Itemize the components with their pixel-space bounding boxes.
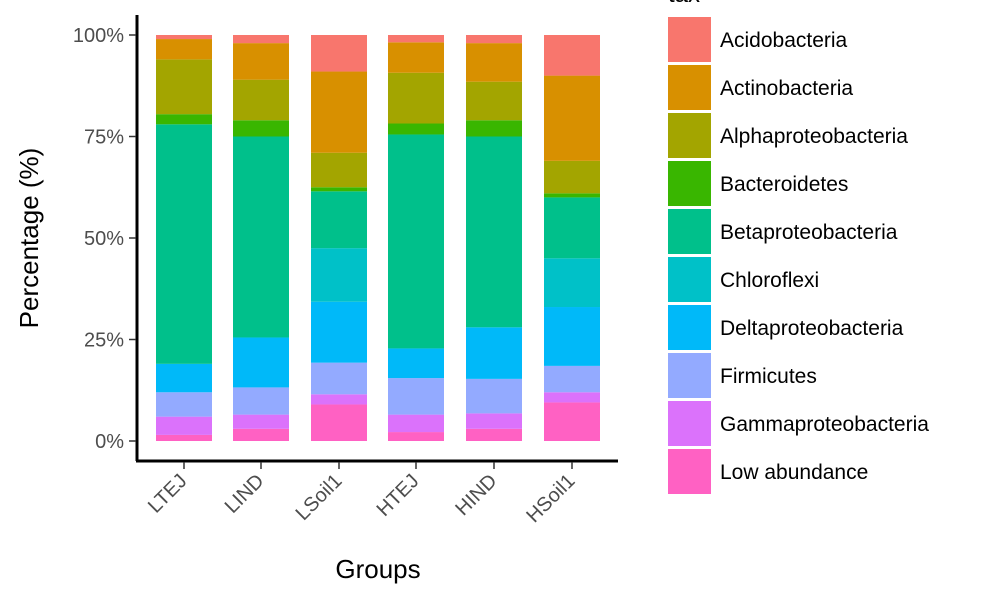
- bar-segment: [544, 307, 600, 366]
- bar-segment: [466, 413, 522, 429]
- bar-segment: [388, 123, 444, 135]
- x-axis-ticks: LTEJ LIND LSoil1 HTEJ HIND HSoil1: [144, 462, 580, 527]
- bar-segment: [544, 193, 600, 198]
- bar-segment: [156, 59, 212, 115]
- legend-key: [668, 161, 711, 206]
- bar-segment: [466, 428, 522, 441]
- y-axis-title: Percentage (%): [14, 148, 44, 329]
- bar-segment: [233, 35, 289, 44]
- legend-label: Gammaproteobacteria: [720, 413, 929, 436]
- bar-segment: [544, 392, 600, 403]
- bar-segment: [544, 365, 600, 393]
- bar-segment: [311, 248, 367, 302]
- bar-segment: [388, 134, 444, 349]
- y-tick-label: 50%: [84, 228, 124, 250]
- x-tick-label: LSoil1: [292, 470, 347, 525]
- legend-key: [668, 65, 711, 110]
- bar-segment: [233, 120, 289, 137]
- bar-segment: [311, 362, 367, 395]
- bar-segment: [311, 191, 367, 249]
- bar-segment: [156, 124, 212, 364]
- bar-segment: [388, 35, 444, 43]
- bar-segment: [466, 378, 522, 414]
- legend-label: Acidobacteria: [720, 29, 848, 52]
- legend-key: [668, 305, 711, 350]
- bar-segment: [388, 378, 444, 415]
- bar-segment: [311, 35, 367, 72]
- legend-key: [668, 17, 711, 62]
- bars-group: [156, 35, 600, 441]
- y-tick-label: 100%: [73, 25, 124, 47]
- bar-segment: [311, 394, 367, 405]
- bar-segment: [233, 414, 289, 429]
- bar-segment: [388, 348, 444, 379]
- bar-segment: [544, 75, 600, 161]
- legend-key: [668, 113, 711, 158]
- bar-segment: [233, 337, 289, 388]
- legend-items: Acidobacteria Actinobacteria Alphaproteoba…: [668, 17, 929, 494]
- y-tick-label: 0%: [95, 431, 124, 453]
- legend-title: tax: [668, 0, 700, 8]
- legend: tax Acidobacteria Actinobacteria Alphaprot…: [668, 0, 929, 494]
- bar-segment: [156, 39, 212, 60]
- bar-segment: [156, 434, 212, 441]
- bar-segment: [311, 152, 367, 188]
- x-tick-label: LIND: [221, 470, 269, 518]
- bar-segment: [466, 136, 522, 328]
- x-tick-label: HIND: [451, 470, 501, 520]
- y-axis-ticks: 0% 25% 50% 75% 100%: [73, 25, 136, 453]
- bar-segment: [311, 301, 367, 363]
- bar-segment: [233, 136, 289, 338]
- bar-segment: [311, 404, 367, 441]
- x-tick-label: HTEJ: [373, 470, 424, 521]
- bar-segment: [156, 392, 212, 417]
- x-axis-title: Groups: [335, 554, 420, 584]
- bar-segment: [544, 258, 600, 308]
- bar-segment: [156, 114, 212, 125]
- legend-label: Alphaproteobacteria: [720, 125, 908, 148]
- legend-label: Firmicutes: [720, 365, 817, 388]
- legend-label: Bacteroidetes: [720, 173, 848, 196]
- bar-segment: [388, 414, 444, 433]
- legend-label: Deltaproteobacteria: [720, 317, 904, 340]
- bar-segment: [466, 120, 522, 137]
- bar-segment: [466, 81, 522, 121]
- bar-segment: [311, 71, 367, 153]
- legend-key: [668, 209, 711, 254]
- bar-segment: [156, 416, 212, 435]
- bar-segment: [544, 35, 600, 76]
- legend-label: Low abundance: [720, 461, 868, 484]
- y-tick-label: 75%: [84, 127, 124, 149]
- bar-segment: [388, 72, 444, 124]
- bar-segment: [466, 43, 522, 82]
- bar-segment: [233, 79, 289, 121]
- bar-segment: [466, 327, 522, 379]
- legend-key: [668, 401, 711, 446]
- x-tick-label: LTEJ: [144, 470, 192, 518]
- bar-segment: [466, 35, 522, 44]
- bar-segment: [233, 387, 289, 415]
- legend-key: [668, 353, 711, 398]
- bar-segment: [311, 187, 367, 192]
- x-tick-label: HSoil1: [522, 470, 579, 527]
- bar-segment: [544, 402, 600, 441]
- bar-segment: [544, 160, 600, 194]
- legend-label: Actinobacteria: [720, 77, 853, 100]
- legend-label: Betaproteobacteria: [720, 221, 898, 244]
- legend-key: [668, 257, 711, 302]
- bar-segment: [156, 363, 212, 393]
- legend-label: Chloroflexi: [720, 269, 819, 292]
- legend-key: [668, 449, 711, 494]
- y-tick-label: 25%: [84, 330, 124, 352]
- bar-segment: [233, 43, 289, 80]
- bar-segment: [388, 432, 444, 441]
- bar-segment: [388, 42, 444, 73]
- bar-segment: [233, 428, 289, 441]
- bar-segment: [156, 35, 212, 40]
- bar-segment: [544, 197, 600, 259]
